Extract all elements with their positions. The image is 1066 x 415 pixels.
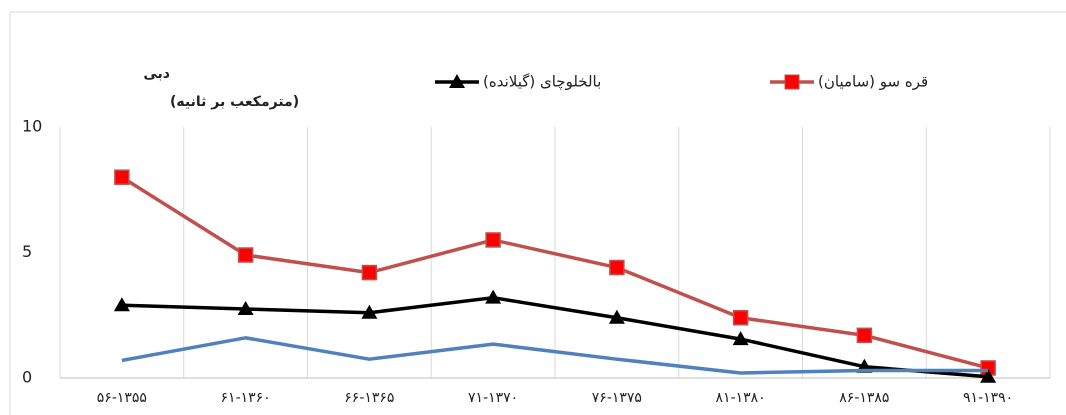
marker [732, 310, 749, 326]
legend-label: قره سو (سامیان) [818, 73, 928, 91]
series-line [121, 295, 989, 379]
marker [856, 327, 873, 344]
chart-frame [9, 11, 1066, 415]
series-line [121, 336, 989, 375]
marker [608, 309, 625, 324]
marker [732, 331, 749, 346]
x-tick-label: ۶۶-۱۳۶۵ [344, 390, 394, 406]
marker [361, 264, 378, 281]
marker [237, 247, 254, 263]
x-tick-label: ۸۱-۱۳۸۰ [716, 390, 766, 406]
x-tick-label: ۷۱-۱۳۷۰ [468, 390, 518, 406]
marker [237, 300, 254, 315]
series-line [120, 175, 989, 370]
y-tick-label: 5 [22, 242, 32, 261]
marker [113, 297, 130, 312]
marker [485, 289, 502, 304]
marker [980, 368, 997, 383]
marker [114, 169, 130, 185]
legend-marker [449, 74, 465, 88]
x-tick-label: ۸۶-۱۳۸۵ [839, 390, 889, 406]
y-axis-label: دبی [143, 66, 170, 82]
x-tick-label: ۵۶-۱۳۵۵ [97, 390, 147, 406]
y-tick-label: 0 [22, 368, 32, 387]
legend-marker [784, 74, 800, 90]
x-tick-label: ۷۶-۱۳۷۵ [592, 390, 642, 406]
x-tick-label: ۶۱-۱۳۶۰ [221, 390, 271, 406]
marker [361, 304, 378, 319]
x-tick-label: ۹۱-۱۳۹۰ [963, 390, 1013, 406]
marker [485, 232, 501, 248]
marker [609, 259, 625, 276]
y-axis-label: (مترمکعب بر ثانیه) [170, 94, 299, 110]
legend-label: بالخلوچای (گیلانده) [483, 73, 601, 91]
y-tick-label: 10 [22, 117, 42, 136]
